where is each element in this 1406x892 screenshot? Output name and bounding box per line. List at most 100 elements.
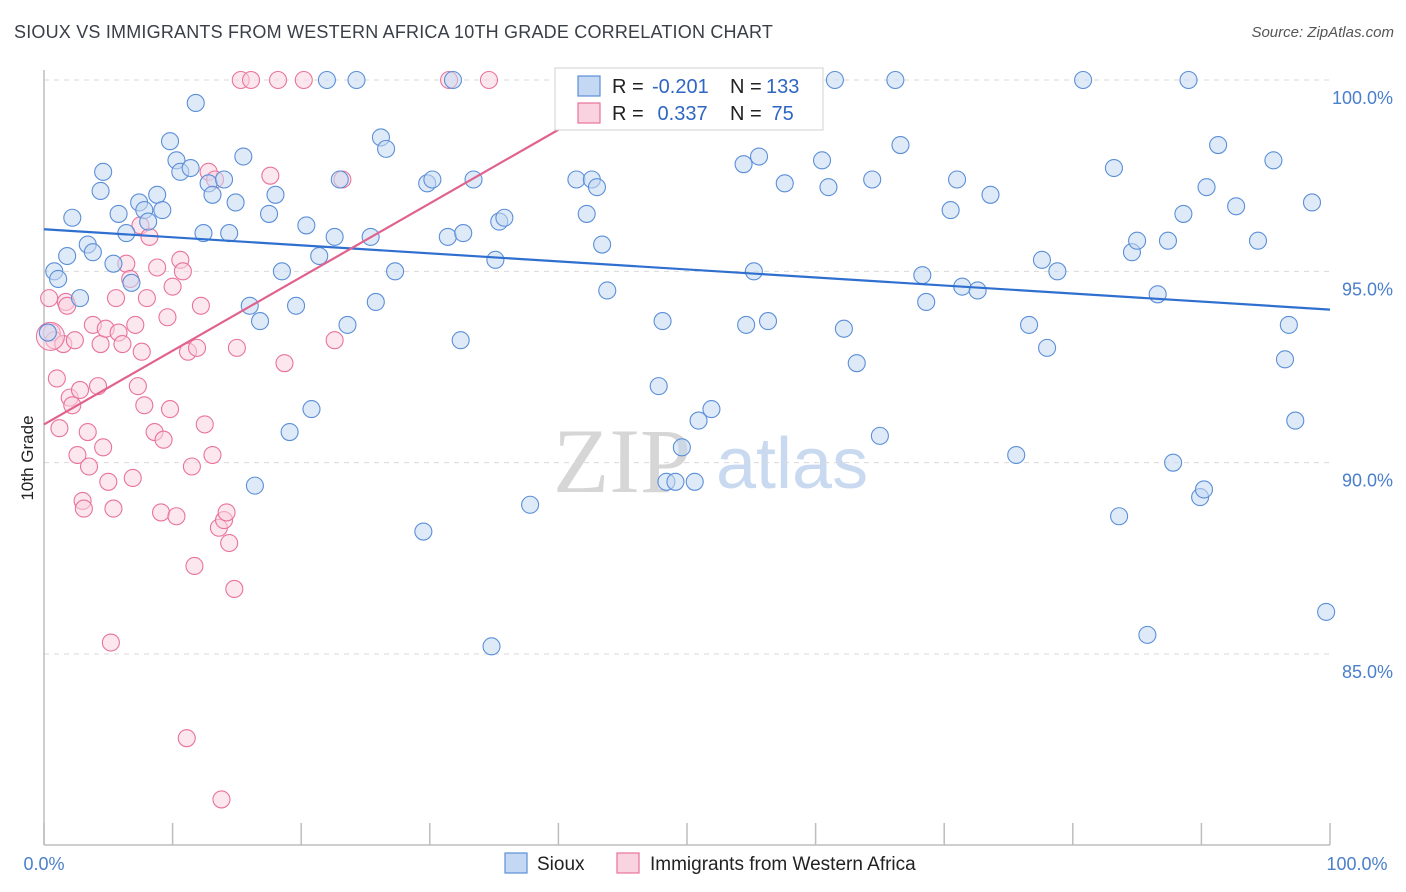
data-point-western-africa — [241, 70, 261, 90]
data-point-western-africa — [78, 423, 97, 442]
data-point-sioux — [297, 216, 316, 235]
data-point-sioux — [226, 193, 245, 212]
data-point-western-africa — [88, 377, 108, 396]
data-point-sioux — [70, 289, 90, 308]
data-point-sioux — [812, 151, 832, 170]
data-point-sioux — [1302, 193, 1322, 212]
y-tick-labels: 85.0% 90.0% 95.0% 100.0% — [1332, 88, 1393, 682]
data-point-sioux — [666, 472, 685, 491]
data-point-sioux — [94, 162, 113, 181]
data-point-sioux — [847, 354, 866, 373]
data-point-sioux — [1020, 315, 1039, 334]
data-point-sioux — [310, 246, 329, 266]
y-axis-label: 10th Grade — [18, 415, 37, 500]
stats-r-label-sioux: R = — [612, 76, 644, 98]
data-point-western-africa — [50, 419, 69, 438]
legend-swatch-western-africa — [616, 852, 640, 874]
data-point-sioux — [122, 273, 141, 292]
data-point-western-africa — [275, 354, 294, 373]
data-point-sioux — [245, 476, 264, 495]
y-tick-label-100: 100.0% — [1332, 88, 1393, 108]
trend-line-sioux — [43, 228, 1331, 311]
data-point-sioux — [1038, 338, 1057, 357]
data-point-sioux — [1007, 445, 1026, 465]
y-tick-label-95: 95.0% — [1342, 279, 1393, 299]
x-ticks — [43, 823, 1331, 845]
data-point-sioux — [1275, 350, 1295, 369]
data-point-sioux — [819, 178, 838, 197]
data-point-sioux — [347, 70, 366, 90]
data-point-western-africa — [225, 579, 244, 598]
data-point-sioux — [702, 400, 721, 419]
data-point-sioux — [234, 147, 253, 166]
data-point-western-africa — [151, 503, 171, 522]
data-point-sioux — [1197, 178, 1216, 197]
data-point-sioux — [317, 70, 336, 90]
data-point-sioux — [1174, 204, 1193, 223]
data-point-western-africa — [101, 633, 120, 652]
data-point-sioux — [377, 139, 396, 158]
data-point-western-africa — [479, 70, 499, 90]
data-point-sioux — [1209, 136, 1228, 155]
data-point-sioux — [58, 246, 77, 266]
data-point-sioux — [863, 170, 882, 189]
data-point-sioux — [834, 319, 853, 338]
data-point-sioux — [272, 262, 291, 281]
data-point-western-africa — [79, 457, 99, 476]
data-point-sioux — [214, 170, 234, 189]
data-point-sioux — [330, 170, 349, 189]
data-point-sioux — [451, 331, 470, 350]
legend-swatch-sioux — [504, 852, 528, 874]
data-point-sioux — [577, 204, 596, 223]
data-point-sioux — [220, 224, 239, 243]
data-point-sioux — [1048, 262, 1067, 281]
data-point-sioux — [653, 312, 672, 331]
data-point-western-africa — [123, 468, 142, 488]
data-point-sioux — [891, 136, 910, 155]
data-point-western-africa — [167, 507, 186, 526]
data-point-sioux — [749, 147, 769, 166]
data-point-sioux — [338, 315, 357, 334]
watermark-zip: ZIP — [553, 410, 691, 512]
data-point-sioux — [423, 170, 442, 189]
trend-line-western-africa — [43, 128, 559, 426]
data-point-sioux — [913, 266, 932, 285]
watermark-atlas: atlas — [716, 424, 868, 504]
data-point-sioux — [689, 411, 708, 430]
data-point-western-africa — [185, 556, 204, 576]
data-point-western-africa — [148, 258, 167, 277]
data-point-western-africa — [212, 790, 231, 809]
data-point-sioux — [917, 292, 936, 311]
data-point-western-africa — [203, 445, 222, 465]
data-point-sioux — [486, 250, 505, 269]
series-sioux-points — [38, 70, 1336, 656]
data-point-western-africa — [261, 166, 280, 185]
stats-n-value-sioux: 133 — [766, 76, 799, 98]
stats-r-value-western-africa: 0.337 — [652, 103, 708, 125]
data-point-western-africa — [104, 499, 123, 518]
data-point-sioux — [287, 296, 306, 315]
data-point-sioux — [1128, 231, 1147, 250]
data-point-sioux — [181, 158, 200, 178]
data-point-sioux — [685, 472, 704, 491]
data-point-sioux — [567, 170, 586, 189]
data-point-western-africa — [106, 289, 126, 308]
data-point-sioux — [1227, 197, 1246, 216]
data-point-sioux — [83, 243, 102, 262]
data-point-western-africa — [99, 472, 118, 491]
data-point-sioux — [148, 185, 167, 204]
stats-r-value-sioux: -0.201 — [652, 76, 709, 98]
data-point-sioux — [259, 204, 279, 223]
data-point-sioux — [1138, 625, 1157, 644]
stats-n-label-sioux: N = — [730, 76, 762, 98]
data-point-sioux — [139, 212, 158, 231]
data-point-sioux — [438, 227, 457, 246]
source-label: Source: ZipAtlas.com — [1251, 24, 1394, 41]
x-tick-label-max: 100.0% — [1326, 854, 1387, 874]
data-point-sioux — [63, 208, 82, 227]
data-point-sioux — [91, 181, 110, 201]
data-point-sioux — [672, 438, 691, 457]
data-point-sioux — [325, 227, 344, 246]
trend-lines — [43, 128, 1331, 426]
legend-label-sioux: Sioux — [537, 854, 585, 875]
